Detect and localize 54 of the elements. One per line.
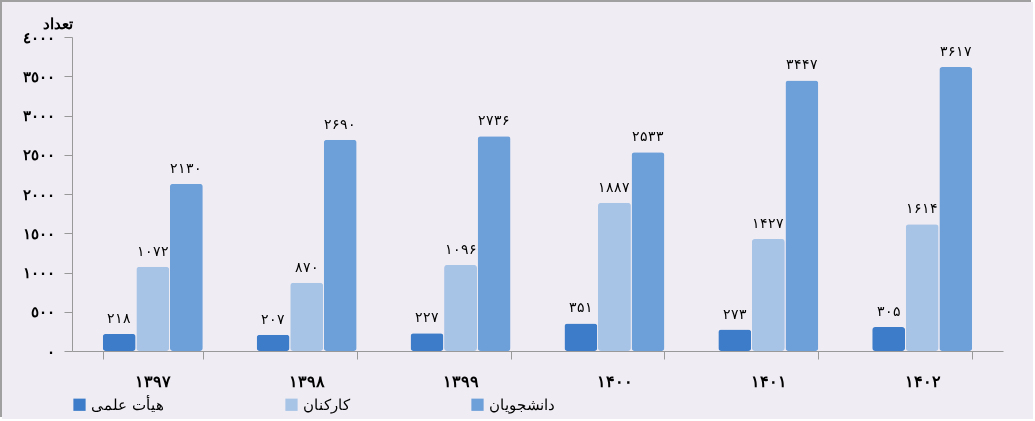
y-tick-label: ٢٠٠٠: [22, 185, 55, 204]
bar: [136, 266, 170, 351]
y-tick-label: ٣٥٠٠: [22, 67, 55, 86]
bar: [631, 152, 665, 351]
bar: [256, 334, 290, 351]
bar: [477, 136, 511, 351]
data-label: ۳۶۱۷: [939, 43, 972, 60]
bar: [718, 329, 752, 351]
x-tick-label: ۱۳۹۷: [135, 371, 172, 391]
y-tick-label: ١٠٠٠: [22, 264, 55, 282]
y-tick-label: ١٥٠٠: [22, 224, 55, 243]
data-label: ۱۰۹۶: [444, 240, 477, 257]
bar: [785, 80, 819, 351]
bar: [444, 264, 477, 351]
data-label: ۲۱۸: [107, 309, 132, 326]
data-label: ۲۵۳۳: [632, 128, 665, 145]
legend-label: کارکنان: [303, 395, 351, 414]
x-tick-label: ۱۴۰۱: [750, 371, 787, 391]
data-label: ۸۷۰: [294, 258, 319, 275]
data-label: ۲۶۹۰: [324, 115, 357, 132]
bar: [598, 202, 631, 351]
data-label: ۲۲۷: [414, 309, 439, 326]
data-label: ۳۰۵: [876, 303, 901, 320]
bar: [410, 333, 444, 351]
bar: [905, 224, 939, 351]
x-tick-label: ۱۳۹۸: [289, 371, 326, 391]
bar: [102, 333, 136, 351]
data-label: ۳۴۴۷: [785, 56, 818, 73]
bar: [290, 282, 324, 351]
data-label: ۱۶۱۴: [906, 200, 939, 217]
data-label: ۱۴۲۷: [752, 214, 785, 231]
bar: [564, 323, 598, 351]
data-label: ۱۰۷۲: [136, 242, 169, 259]
bar: [872, 327, 906, 351]
y-tick-label: ٣٠٠٠: [22, 107, 55, 125]
legend-label: هیأت علمی: [91, 394, 164, 414]
legend-label: دانشجویان: [489, 395, 555, 414]
data-label: ۲۷۳۶: [478, 112, 511, 129]
bar: [323, 139, 357, 351]
data-label: ۲۱۳۰: [170, 159, 203, 176]
data-label: ۲۷۳: [722, 305, 747, 322]
bar: [169, 183, 203, 351]
bar: [751, 238, 785, 351]
y-axis-title: تعداد: [42, 14, 73, 33]
x-tick-label: ۱۴۰۲: [904, 371, 941, 391]
y-tick-label: ٥٠٠: [30, 303, 55, 322]
data-label: ۱۸۸۷: [598, 178, 631, 195]
y-tick-label: ٠: [46, 342, 55, 361]
data-label: ۳۵۱: [568, 299, 593, 316]
x-tick-label: ۱۴۰۰: [596, 371, 633, 391]
x-tick-label: ۱۳۹۹: [443, 371, 480, 391]
y-tick-label: ٢٥٠٠: [22, 146, 55, 165]
data-label: ۲۰۷: [261, 310, 286, 327]
bar: [939, 67, 973, 351]
